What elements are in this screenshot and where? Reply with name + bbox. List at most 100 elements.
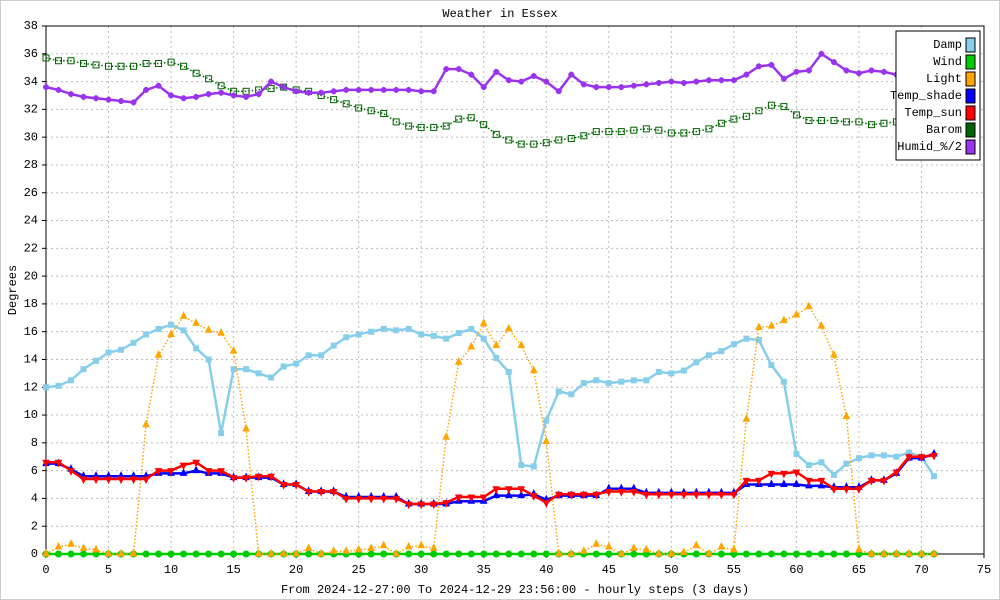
point: [542, 550, 550, 558]
point: [517, 140, 525, 148]
y-tick-label: 20: [24, 269, 38, 283]
point: [580, 380, 587, 387]
point: [792, 469, 801, 478]
y-tick-label: 32: [24, 103, 38, 117]
point: [205, 91, 212, 98]
point: [242, 423, 250, 432]
point: [392, 118, 400, 126]
point: [543, 417, 550, 424]
point: [542, 436, 551, 444]
point: [279, 548, 288, 557]
point: [280, 84, 287, 91]
point: [229, 475, 238, 483]
legend-label: Wind: [933, 55, 962, 69]
point: [667, 548, 676, 557]
point: [767, 321, 776, 329]
point: [705, 77, 712, 84]
point: [780, 470, 788, 479]
point: [117, 476, 125, 485]
point: [80, 366, 87, 373]
point: [129, 548, 138, 557]
point: [455, 66, 462, 73]
point: [868, 452, 875, 459]
point: [805, 550, 813, 558]
point: [142, 550, 150, 558]
point: [930, 548, 938, 557]
point: [792, 111, 800, 119]
point: [830, 471, 837, 478]
point: [479, 318, 488, 326]
point: [880, 68, 887, 75]
x-tick-label: 60: [789, 563, 803, 577]
legend-swatch: [965, 88, 976, 104]
legend-label: Light: [926, 72, 962, 86]
point: [80, 60, 88, 68]
point: [718, 348, 725, 355]
point: [154, 350, 163, 358]
point: [380, 550, 388, 558]
point: [554, 548, 563, 557]
point: [130, 99, 137, 106]
point: [292, 482, 300, 490]
point: [505, 77, 512, 84]
point: [243, 366, 250, 373]
point: [129, 476, 138, 485]
point: [392, 548, 400, 557]
point: [767, 479, 776, 488]
point: [705, 548, 713, 557]
legend-swatch: [965, 122, 976, 138]
point: [179, 311, 188, 319]
point: [454, 494, 463, 503]
point: [518, 462, 525, 469]
point: [555, 136, 563, 144]
point: [580, 132, 588, 140]
point: [179, 468, 188, 476]
point: [768, 362, 775, 369]
point: [430, 550, 438, 558]
point: [817, 477, 826, 486]
point: [429, 501, 438, 510]
point: [480, 335, 487, 342]
y-tick-label: 8: [31, 436, 38, 450]
point: [318, 89, 325, 96]
point: [192, 465, 200, 474]
y-tick-label: 18: [24, 297, 38, 311]
point: [418, 331, 425, 338]
point: [204, 325, 213, 333]
point: [68, 377, 75, 384]
point: [229, 346, 238, 354]
point: [579, 546, 588, 554]
point: [617, 488, 626, 497]
point: [668, 370, 675, 377]
point: [717, 550, 725, 558]
point: [55, 550, 63, 558]
point: [667, 129, 675, 137]
point: [342, 546, 350, 554]
point: [393, 327, 400, 334]
point: [118, 346, 125, 353]
point: [104, 548, 113, 557]
point: [104, 476, 113, 485]
point: [467, 114, 475, 122]
x-tick-label: 65: [852, 563, 866, 577]
point: [105, 96, 112, 103]
point: [330, 342, 337, 349]
point: [492, 486, 501, 494]
point: [642, 125, 650, 133]
point: [267, 473, 275, 482]
y-tick-label: 14: [24, 353, 38, 367]
point: [230, 550, 238, 558]
legend-swatch: [965, 54, 976, 70]
point: [567, 548, 576, 557]
point: [343, 334, 350, 341]
series-line: [45, 323, 936, 477]
point: [205, 75, 213, 83]
point: [218, 89, 225, 96]
point: [192, 459, 200, 468]
point: [54, 459, 63, 468]
point: [279, 482, 288, 490]
point: [655, 126, 663, 134]
point: [80, 93, 87, 100]
point: [818, 459, 825, 466]
point: [680, 491, 688, 500]
